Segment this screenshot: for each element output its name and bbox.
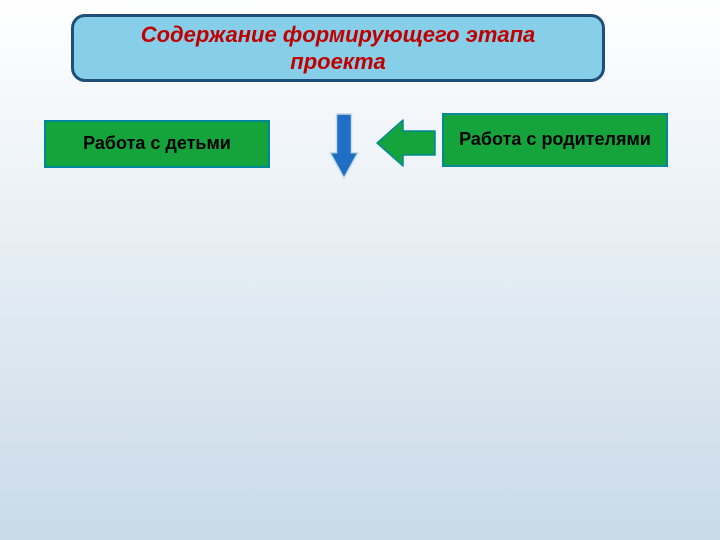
slide: Содержание формирующего этапа проекта Ра… — [0, 0, 720, 540]
title-text: Содержание формирующего этапа проекта — [90, 21, 586, 76]
box-parents-label: Работа с родителями — [459, 129, 651, 151]
title-box: Содержание формирующего этапа проекта — [71, 14, 605, 82]
box-children: Работа с детьми — [44, 120, 270, 168]
box-children-label: Работа с детьми — [83, 133, 231, 155]
arrow-left-icon — [376, 119, 436, 167]
arrow-down-icon — [329, 113, 359, 179]
box-parents: Работа с родителями — [442, 113, 668, 167]
